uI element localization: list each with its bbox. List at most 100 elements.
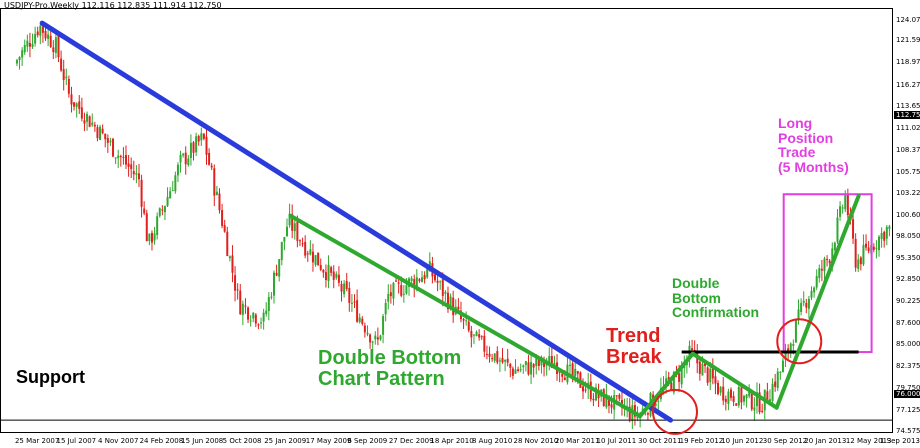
x-tick-label: 17 May 2009 xyxy=(305,437,352,445)
candle-body xyxy=(421,277,424,283)
candle-body xyxy=(228,256,231,259)
candle-body xyxy=(15,60,18,64)
candle-body xyxy=(226,231,229,257)
candle-body xyxy=(389,292,392,297)
candle-body xyxy=(815,276,818,288)
candle-body xyxy=(57,35,60,58)
candle-body xyxy=(589,381,592,400)
candle-body xyxy=(36,31,39,35)
candle-body xyxy=(304,241,307,256)
candle-body xyxy=(810,290,813,298)
candle-body xyxy=(153,233,156,241)
candle-body xyxy=(698,361,701,374)
candle-body xyxy=(758,392,761,413)
candle-body xyxy=(215,191,218,195)
candle-body xyxy=(833,242,836,251)
candle-body xyxy=(711,368,714,379)
candle-body xyxy=(485,353,488,355)
candle-body xyxy=(802,300,805,303)
candle-body xyxy=(88,116,91,127)
candle-body xyxy=(174,175,177,192)
candle-body xyxy=(247,307,250,320)
candle-body xyxy=(163,206,166,213)
y-tick-label: 79.750 xyxy=(896,384,920,392)
candle-body xyxy=(511,368,514,376)
candle-body xyxy=(130,164,133,170)
candle-body xyxy=(883,231,886,241)
candle-body xyxy=(137,173,140,180)
candle-body xyxy=(472,334,475,336)
candle-body xyxy=(254,314,257,324)
candle-body xyxy=(670,382,673,391)
x-tick-label: 15 Jul 2007 xyxy=(56,437,97,445)
candle-body xyxy=(291,214,294,231)
candle-body xyxy=(826,259,829,261)
candle-body xyxy=(314,255,317,265)
x-tick-label: 5 Oct 2008 xyxy=(222,437,262,445)
candle-body xyxy=(701,363,704,376)
candle-body xyxy=(732,395,735,402)
candle-body xyxy=(114,157,117,159)
candle-body xyxy=(337,274,340,283)
candle-body xyxy=(730,389,733,398)
downtrend-line xyxy=(39,20,674,423)
candle-body xyxy=(545,364,548,366)
x-tick-label: 1 Sep 2013 xyxy=(880,437,920,445)
candle-body xyxy=(574,368,577,377)
candle-body xyxy=(356,300,359,322)
candle-body xyxy=(475,331,478,337)
candle-body xyxy=(761,410,764,413)
candle-body xyxy=(719,387,722,393)
double-bottom-right xyxy=(690,351,779,410)
candle-body xyxy=(371,341,374,343)
candle-body xyxy=(23,44,26,53)
candle-body xyxy=(47,34,50,39)
candle-body xyxy=(615,395,618,397)
x-tick-label: 8 Aug 2010 xyxy=(471,437,513,445)
x-tick-label: 18 Apr 2010 xyxy=(430,437,474,445)
candle-body xyxy=(400,285,403,296)
y-tick-label: 121.595 xyxy=(896,36,920,45)
candle-body xyxy=(140,179,143,207)
candle-body xyxy=(293,223,296,232)
candle-body xyxy=(285,226,288,237)
candle-body xyxy=(844,194,847,210)
candle-body xyxy=(343,283,346,295)
support-label: Support xyxy=(16,367,85,387)
candle-body xyxy=(249,320,252,322)
y-tick-label: 77.125 xyxy=(896,405,920,414)
candle-body xyxy=(654,403,657,406)
candle-body xyxy=(522,365,525,368)
candle-body xyxy=(402,293,405,295)
candle-body xyxy=(841,207,844,209)
candle-body xyxy=(148,233,151,242)
x-tick-label: 27 Dec 2009 xyxy=(388,437,434,445)
candle-body xyxy=(52,47,55,53)
candle-body xyxy=(332,271,335,280)
x-tick-label: 25 Mar 2007 xyxy=(14,437,60,445)
candle-body xyxy=(387,294,390,302)
candle-body xyxy=(49,35,52,48)
candle-body xyxy=(426,269,429,278)
y-tick-label: 85.000 xyxy=(896,340,920,349)
candle-body xyxy=(296,221,299,241)
candle-body xyxy=(724,398,727,403)
candle-body xyxy=(553,362,556,366)
candle-body xyxy=(382,316,385,335)
candle-body xyxy=(283,237,286,242)
candle-body xyxy=(813,287,816,293)
candle-body xyxy=(618,394,621,399)
candle-body xyxy=(519,369,522,371)
candle-body xyxy=(86,114,89,122)
candle-body xyxy=(504,359,507,362)
candle-body xyxy=(39,25,42,36)
candle-body xyxy=(208,153,211,165)
chart-frame xyxy=(0,8,893,433)
candle-body xyxy=(561,373,564,377)
candle-body xyxy=(91,122,94,126)
y-tick-label: 103.225 xyxy=(896,189,920,198)
candle-body xyxy=(867,247,870,252)
candle-body xyxy=(569,364,572,366)
candle-body xyxy=(465,320,468,322)
candle-body xyxy=(324,272,327,281)
